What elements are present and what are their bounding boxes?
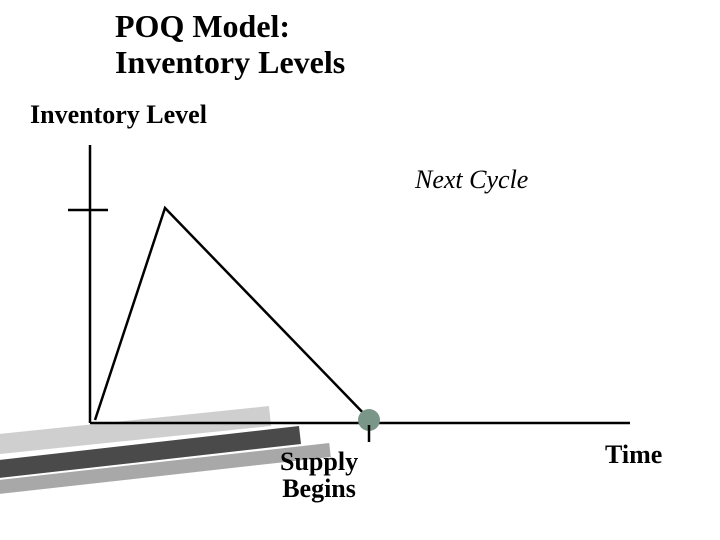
x-axis-label: Time: [605, 440, 662, 470]
inventory-curve: [95, 208, 370, 420]
time-text: Time: [605, 440, 662, 469]
supply-text-2: Begins: [282, 474, 356, 503]
supply-begins-label: Supply Begins: [280, 448, 358, 503]
supply-text-1: Supply: [280, 447, 358, 476]
